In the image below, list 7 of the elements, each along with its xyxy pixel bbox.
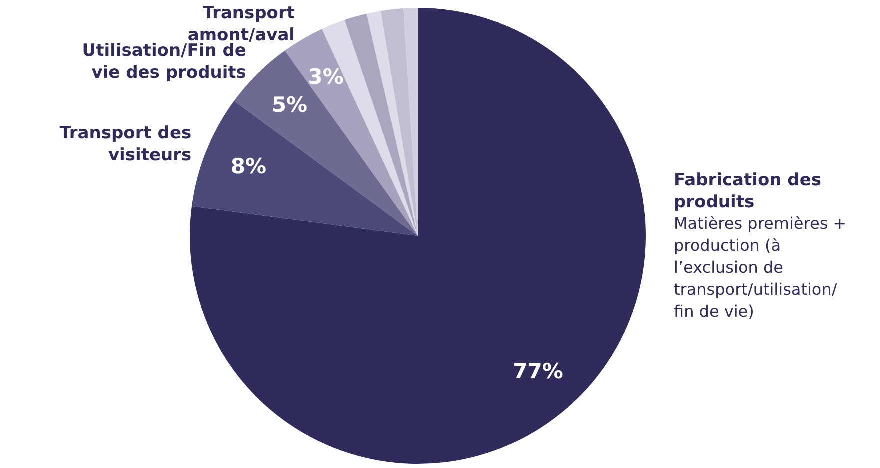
data-label: 77% xyxy=(513,360,564,384)
data-label: 3% xyxy=(308,64,344,89)
text: Matières premières + production (à l’exclusion de transport/utilisation/ fin de vie) xyxy=(674,214,847,322)
slice-label: Fabrication des produits xyxy=(674,170,822,212)
data-label: 8% xyxy=(230,154,267,178)
data-label: 5% xyxy=(272,92,308,117)
slice-label: Transport des visiteurs xyxy=(60,123,192,166)
